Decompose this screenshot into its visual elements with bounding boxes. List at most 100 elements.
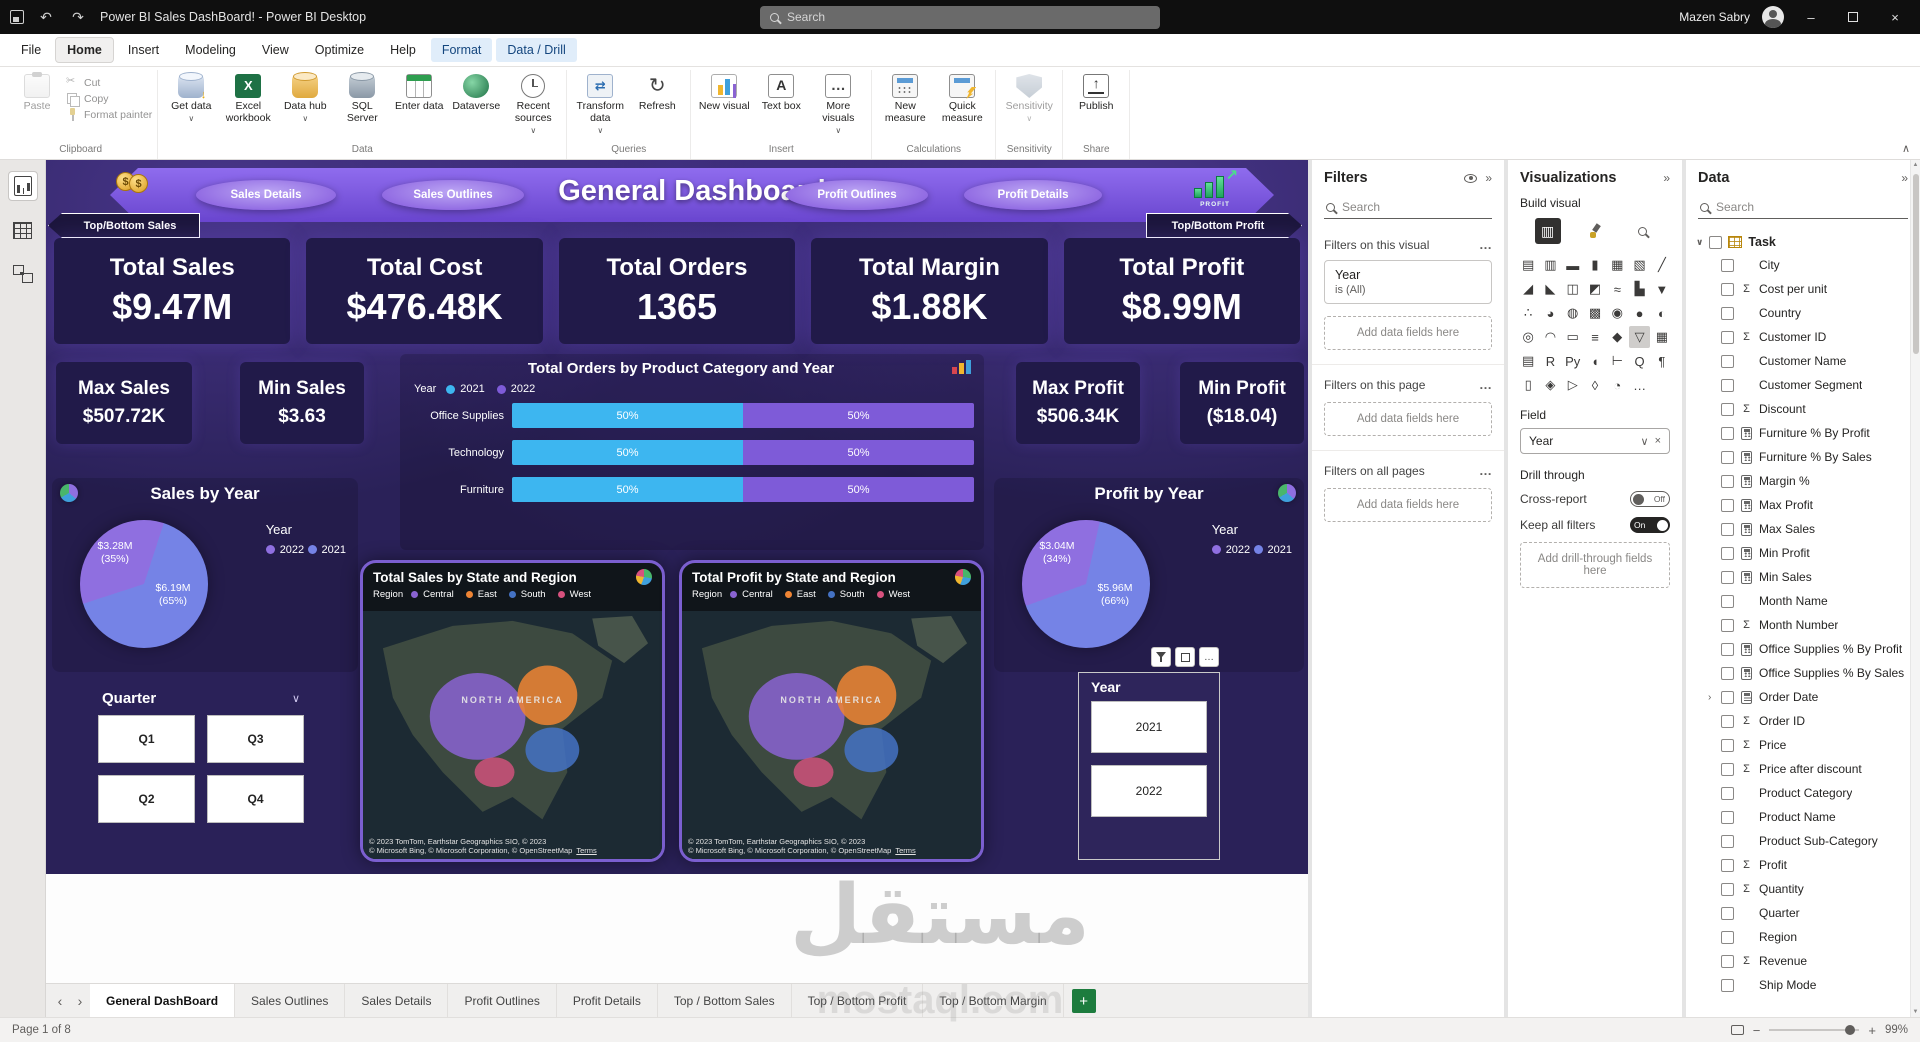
card-icon[interactable]: ▭ [1566,329,1579,344]
stat-card[interactable]: Max Profit $506.34K [1016,362,1140,444]
global-search[interactable] [760,5,1160,29]
focus-mode-icon[interactable] [1175,647,1195,667]
page-tab[interactable]: Profit Details [557,984,658,1017]
data-field-row[interactable]: › Σ Product Sub-Category [1686,829,1920,853]
new-page-button[interactable]: + [1071,989,1096,1013]
cut-button[interactable]: Cut [66,74,152,89]
100-stacked-column-chart-icon[interactable]: ▧ [1633,257,1646,272]
menu-tab[interactable]: File [21,43,42,57]
page-tab[interactable]: Top / Bottom Sales [658,984,792,1017]
stacked-column-chart-icon[interactable]: ▥ [1544,257,1557,272]
data-search-input[interactable] [1716,200,1906,214]
next-page-arrow[interactable]: › [77,992,83,1009]
ribbon-button[interactable]: More visuals ∨ [810,70,866,135]
report-view-button[interactable] [7,171,38,201]
top-bottom-profit-button[interactable]: Top/Bottom Profit [1146,213,1302,238]
field-checkbox[interactable] [1721,474,1734,488]
data-field-row[interactable]: › Σ Office Supplies % By Sales [1686,661,1920,685]
stat-card[interactable]: Max Sales $507.72K [56,362,192,444]
cross-report-toggle[interactable]: Off [1630,491,1670,507]
field-checkbox[interactable] [1721,594,1734,608]
ribbon-button[interactable]: Get data ∨ [163,70,219,124]
field-checkbox[interactable] [1721,570,1734,584]
map-body[interactable]: NORTH AMERICA © 2023 TomTom, Earthstar G… [682,611,981,859]
line-and-stacked-column-chart-icon[interactable]: ◫ [1566,281,1579,296]
scrollbar[interactable]: ▲ ▼ [1910,160,1920,1017]
redo-icon[interactable]: ↷ [72,8,84,25]
terms-link[interactable]: Terms [895,846,916,856]
map-body[interactable]: NORTH AMERICA © 2023 TomTom, Earthstar G… [363,611,662,859]
terms-link[interactable]: Terms [576,846,597,856]
donut-chart-icon[interactable]: ◍ [1567,305,1579,320]
filters-search[interactable] [1324,196,1492,219]
eye-icon[interactable] [1464,173,1478,183]
arcgis-map-icon[interactable]: ◈ [1545,377,1556,392]
data-field-row[interactable]: › Σ Discount [1686,397,1920,421]
chevron-down-icon[interactable]: ∨ [1640,435,1649,448]
map-visual[interactable]: Total Profit by State and Region Region … [679,560,984,862]
ribbon-button[interactable]: New measure ∨ [877,70,933,125]
quarter-option-button[interactable]: Q1 [98,715,195,763]
field-checkbox[interactable] [1721,882,1734,896]
bar-segment[interactable]: 50% [512,403,743,428]
decomposition-tree-icon[interactable]: ⊢ [1611,353,1623,368]
map-visual[interactable]: Total Sales by State and Region Region C… [360,560,665,862]
ribbon-button[interactable]: Refresh ∨ [629,70,685,113]
ribbon-chart-icon[interactable]: ≈ [1613,281,1621,297]
format-painter-button[interactable]: Format painter [66,108,152,121]
kpi-icon[interactable]: ◆ [1612,329,1623,344]
menu-tab[interactable]: Optimize [314,43,365,57]
field-checkbox[interactable] [1721,762,1734,776]
data-field-row[interactable]: › Σ Min Sales [1686,565,1920,589]
pie-chart-icon[interactable]: ◕ [1546,305,1555,321]
area-chart-icon[interactable]: ◢ [1523,281,1534,296]
menu-tab[interactable]: Home [55,37,114,63]
add-drill-fields-dropzone[interactable]: Add drill-through fields here [1520,542,1670,588]
ribbon-button[interactable]: New visual ∨ [696,70,752,113]
paginated-report-icon[interactable]: ▯ [1524,377,1532,392]
fit-to-page-icon[interactable] [1730,1025,1744,1035]
field-checkbox[interactable] [1721,690,1734,704]
get-more-visuals-icon[interactable]: … [1633,377,1647,393]
field-checkbox[interactable] [1721,498,1734,512]
r-script-icon[interactable]: R [1545,353,1556,369]
data-field-row[interactable]: › Σ Quantity [1686,877,1920,901]
field-checkbox[interactable] [1721,282,1734,296]
data-field-row[interactable]: › Σ Quarter [1686,901,1920,925]
field-checkbox[interactable] [1721,858,1734,872]
kpi-card[interactable]: Total Orders 1365 [558,238,796,344]
kpi-card[interactable]: Total Sales $9.47M [54,238,291,344]
maximize-button[interactable] [1838,4,1868,30]
page-tab[interactable]: Top / Bottom Profit [792,984,924,1017]
field-checkbox[interactable] [1721,666,1734,680]
data-field-row[interactable]: › Σ Order ID [1686,709,1920,733]
year-option-button[interactable]: 2021 [1091,701,1207,753]
avatar[interactable] [1762,6,1784,28]
data-field-row[interactable]: › Σ Customer Name [1686,349,1920,373]
field-checkbox[interactable] [1721,330,1734,344]
bar-segment[interactable]: 50% [512,477,743,502]
map-icon[interactable]: ◉ [1611,305,1623,320]
user-name[interactable]: Mazen Sabry [1679,10,1750,24]
nav-sales-details-button[interactable]: Sales Details [196,180,336,210]
profit-by-year-pie-chart[interactable]: Profit by Year $3.04M (34%) $5.96M (66%)… [994,478,1304,672]
data-field-row[interactable]: › Σ Month Name [1686,589,1920,613]
shape-map-icon[interactable]: ◐ [1657,305,1666,321]
line-chart-icon[interactable]: ╱ [1657,257,1666,272]
data-field-row[interactable]: › Σ Price after discount [1686,757,1920,781]
ribbon-button[interactable]: Sensitivity ∨ [1001,70,1057,124]
year-slicer[interactable]: … Year 2021 2022 [1078,647,1220,860]
data-field-row[interactable]: › Σ Min Profit [1686,541,1920,565]
data-field-row[interactable]: › Σ Profit [1686,853,1920,877]
expand-icon[interactable]: › [1708,691,1712,703]
sales-by-year-pie-chart[interactable]: Sales by Year $3.28M (35%) $6.19M (65%) … [52,478,358,672]
filters-search-input[interactable] [1342,200,1490,214]
ribbon-button[interactable]: Recent sources ∨ [505,70,561,135]
data-field-row[interactable]: › Σ Max Sales [1686,517,1920,541]
format-visual-tab[interactable] [1582,218,1608,244]
page-tab[interactable]: Sales Outlines [235,984,346,1017]
field-checkbox[interactable] [1721,978,1734,992]
page-tab[interactable]: General DashBoard [90,984,236,1017]
kpi-card[interactable]: Total Margin $1.88K [811,238,1048,344]
paste-button[interactable]: Paste [9,70,65,113]
